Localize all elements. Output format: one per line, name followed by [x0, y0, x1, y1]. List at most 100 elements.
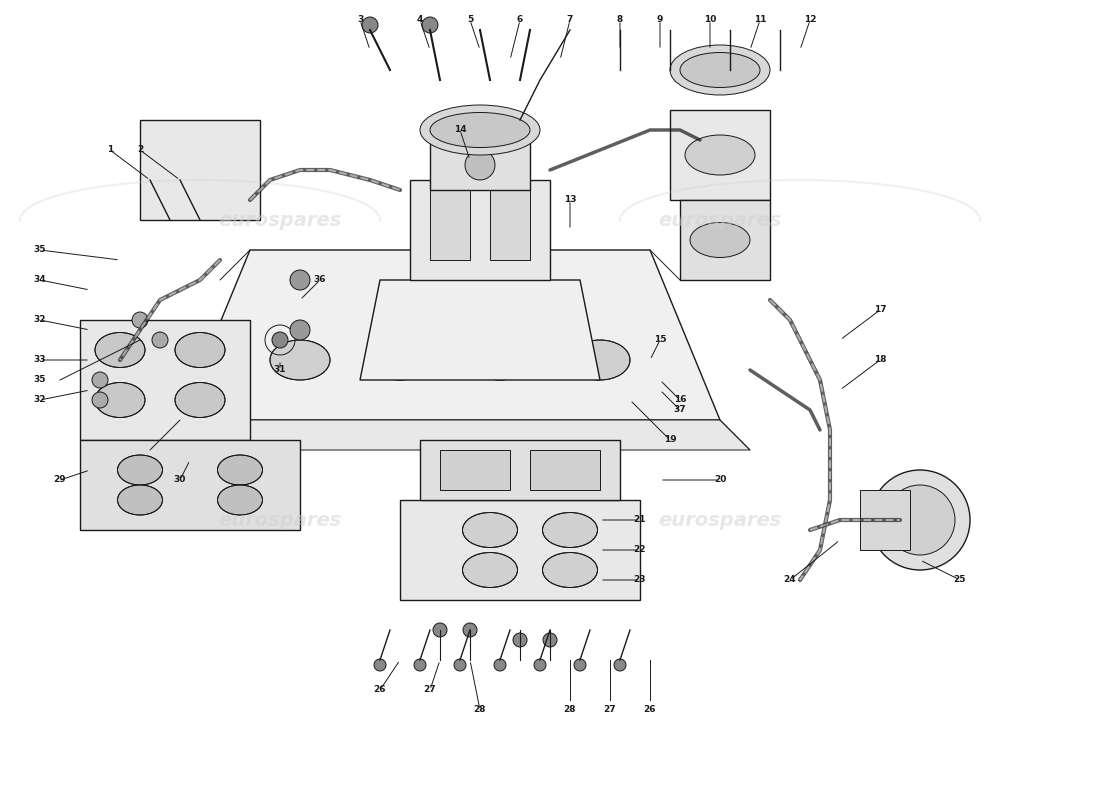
Text: 2: 2 — [136, 146, 143, 154]
Polygon shape — [150, 420, 750, 450]
Ellipse shape — [118, 485, 163, 515]
Circle shape — [92, 392, 108, 408]
Ellipse shape — [462, 513, 517, 547]
Circle shape — [152, 332, 168, 348]
Circle shape — [454, 659, 466, 671]
Text: 4: 4 — [417, 15, 424, 25]
Circle shape — [534, 659, 546, 671]
Text: 24: 24 — [783, 575, 796, 585]
Polygon shape — [400, 500, 640, 600]
Text: 33: 33 — [34, 355, 46, 365]
Text: 23: 23 — [634, 575, 647, 585]
Bar — [440, 450, 510, 490]
Text: 26: 26 — [644, 706, 657, 714]
Ellipse shape — [542, 553, 597, 587]
Text: 9: 9 — [657, 15, 663, 25]
Circle shape — [574, 659, 586, 671]
Text: 6: 6 — [517, 15, 524, 25]
Ellipse shape — [685, 135, 755, 175]
Bar — [530, 450, 600, 490]
Text: 34: 34 — [34, 275, 46, 285]
Text: 26: 26 — [374, 686, 386, 694]
Polygon shape — [80, 320, 250, 440]
Ellipse shape — [95, 382, 145, 418]
Text: eurospares: eurospares — [218, 510, 342, 530]
Ellipse shape — [470, 340, 530, 380]
Text: 27: 27 — [424, 686, 437, 694]
Text: 30: 30 — [174, 475, 186, 485]
Polygon shape — [180, 250, 720, 420]
Text: eurospares: eurospares — [218, 210, 342, 230]
Text: 19: 19 — [663, 435, 676, 445]
Ellipse shape — [218, 455, 263, 485]
Circle shape — [92, 372, 108, 388]
Circle shape — [886, 485, 955, 555]
Ellipse shape — [175, 333, 226, 367]
Ellipse shape — [175, 382, 226, 418]
Bar — [860, 490, 910, 550]
Text: 3: 3 — [356, 15, 363, 25]
Circle shape — [132, 312, 148, 328]
Polygon shape — [360, 280, 600, 380]
Ellipse shape — [570, 340, 630, 380]
Circle shape — [494, 659, 506, 671]
Text: 14: 14 — [453, 126, 466, 134]
Circle shape — [870, 470, 970, 570]
Text: 16: 16 — [673, 395, 686, 405]
Circle shape — [433, 623, 447, 637]
Text: 35: 35 — [34, 375, 46, 385]
Ellipse shape — [542, 513, 597, 547]
Circle shape — [614, 659, 626, 671]
Polygon shape — [80, 440, 300, 530]
Text: 22: 22 — [634, 546, 647, 554]
Text: 20: 20 — [714, 475, 726, 485]
Ellipse shape — [462, 553, 517, 587]
Text: 21: 21 — [634, 515, 647, 525]
Text: 32: 32 — [34, 315, 46, 325]
Circle shape — [414, 659, 426, 671]
Text: 12: 12 — [804, 15, 816, 25]
Text: 29: 29 — [54, 475, 66, 485]
Text: 35: 35 — [34, 246, 46, 254]
Bar — [670, 110, 770, 200]
Ellipse shape — [690, 222, 750, 258]
Bar — [140, 120, 260, 220]
Ellipse shape — [680, 53, 760, 87]
Text: 15: 15 — [653, 335, 667, 345]
Circle shape — [422, 17, 438, 33]
Ellipse shape — [118, 455, 163, 485]
Text: 7: 7 — [566, 15, 573, 25]
Circle shape — [465, 150, 495, 180]
Circle shape — [463, 623, 477, 637]
Text: 31: 31 — [274, 366, 286, 374]
Text: 11: 11 — [754, 15, 767, 25]
Ellipse shape — [430, 113, 530, 147]
Ellipse shape — [370, 340, 430, 380]
Text: 25: 25 — [954, 575, 966, 585]
Text: 28: 28 — [474, 706, 486, 714]
Text: 10: 10 — [704, 15, 716, 25]
Text: 1: 1 — [107, 146, 113, 154]
Circle shape — [272, 332, 288, 348]
Ellipse shape — [218, 485, 263, 515]
Text: eurospares: eurospares — [658, 210, 782, 230]
Circle shape — [513, 633, 527, 647]
Text: 28: 28 — [563, 706, 576, 714]
Bar — [430, 190, 470, 260]
Circle shape — [290, 320, 310, 340]
Text: 18: 18 — [873, 355, 887, 365]
Text: 17: 17 — [873, 306, 887, 314]
Text: 37: 37 — [673, 406, 686, 414]
Text: 32: 32 — [34, 395, 46, 405]
Ellipse shape — [95, 333, 145, 367]
Text: 27: 27 — [604, 706, 616, 714]
Circle shape — [362, 17, 378, 33]
Text: 36: 36 — [314, 275, 327, 285]
Bar — [680, 200, 770, 280]
Text: 5: 5 — [466, 15, 473, 25]
Ellipse shape — [420, 105, 540, 155]
Bar — [430, 140, 530, 190]
Text: 13: 13 — [563, 195, 576, 205]
Ellipse shape — [270, 340, 330, 380]
Bar — [420, 440, 620, 500]
